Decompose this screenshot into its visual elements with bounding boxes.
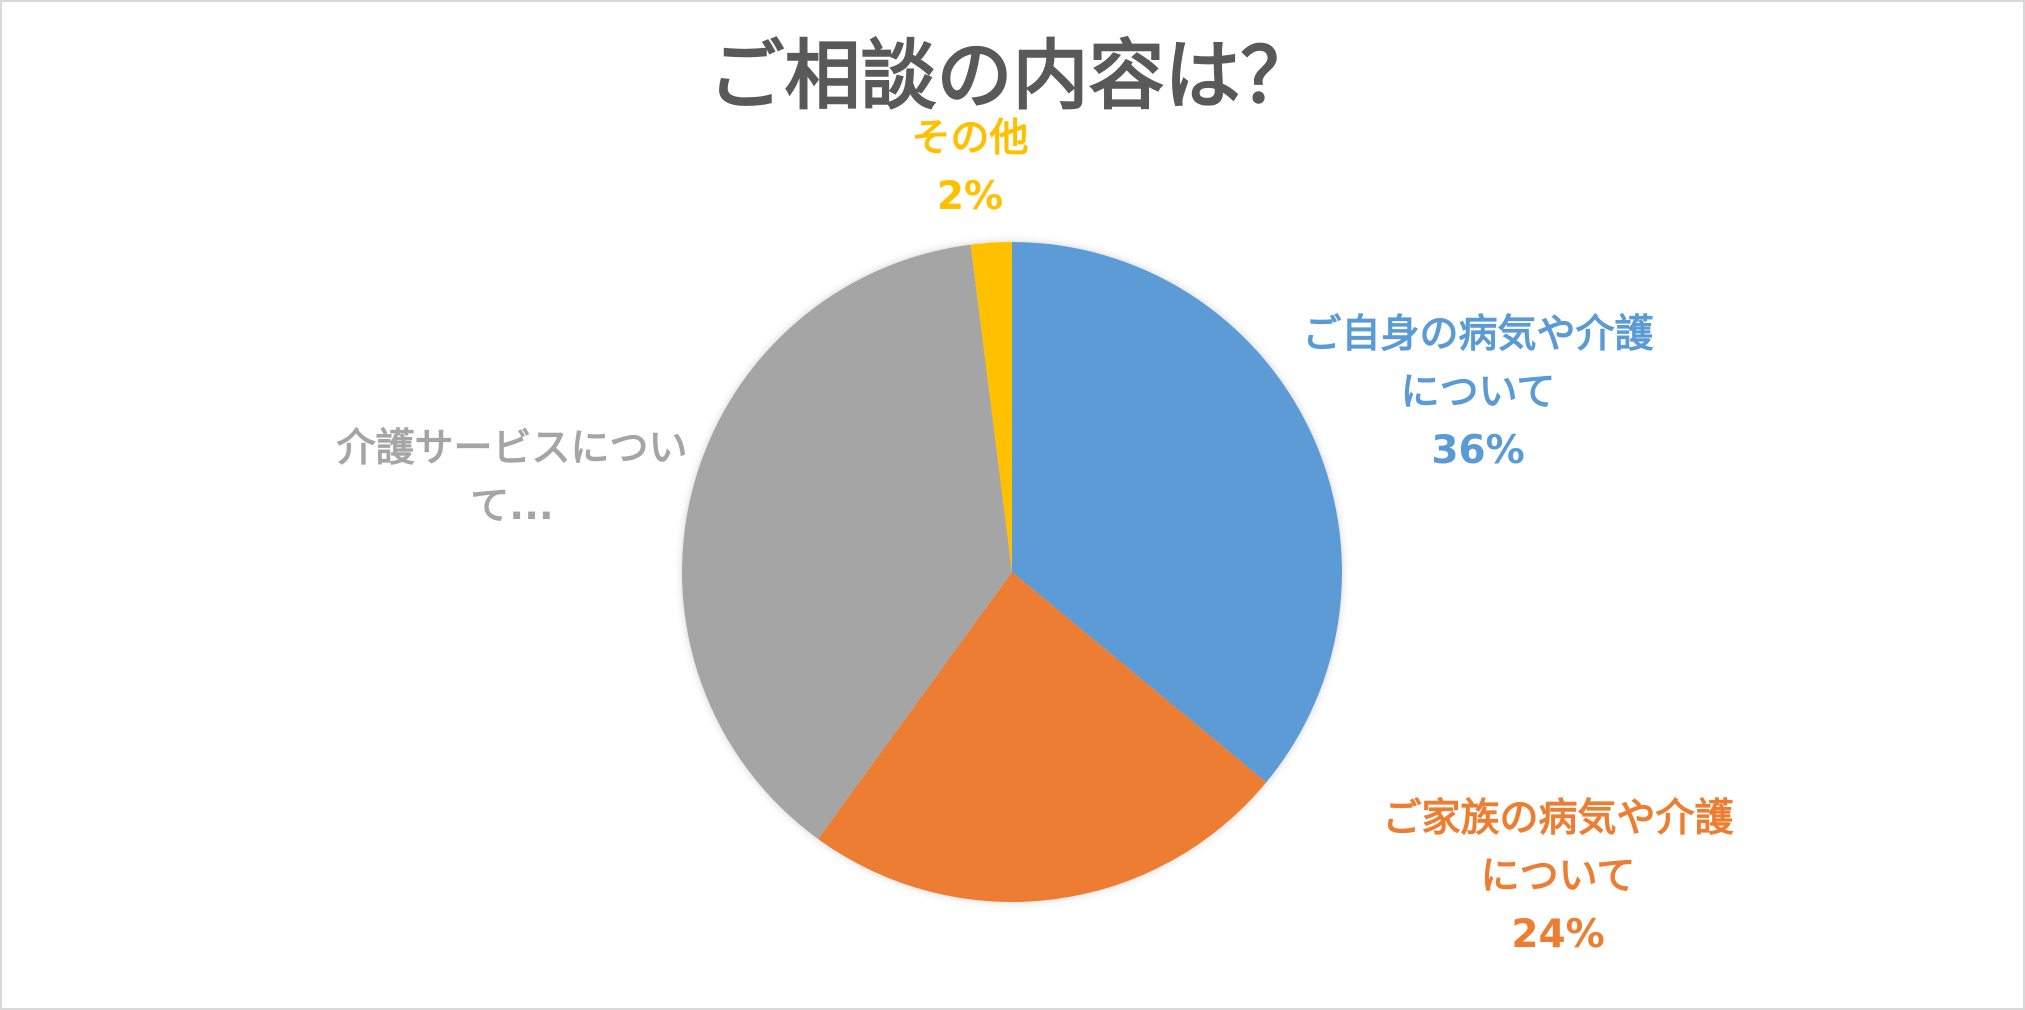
slice-label-line: ご家族の病気や介護 (1382, 796, 1734, 841)
slice-label-line: ご自身の病気や介護 (1302, 312, 1654, 357)
pie-slice-3 (970, 242, 1012, 572)
slice-value-label: 36% (1431, 428, 1525, 473)
slice-label-line: について (1480, 854, 1636, 899)
pie-slice-1 (818, 572, 1267, 903)
slice-value-label: 24% (1511, 912, 1605, 957)
slice-label-2: 介護サービスについ て... (337, 420, 688, 536)
slice-label-0: ご自身の病気や介護 について 36% (1303, 306, 1654, 480)
pie-slice-0 (1012, 242, 1343, 783)
slice-label-line: 介護サービスについ (336, 426, 688, 471)
slice-label-line: について (1400, 370, 1556, 415)
slice-value-label: 2% (936, 174, 1004, 219)
slice-label-line: て... (470, 484, 554, 529)
pie-slice-2 (681, 244, 1012, 839)
chart-title: ご相談の内容は？ (708, 31, 1317, 120)
slice-label-line: その他 (911, 116, 1029, 161)
slice-label-1: ご家族の病気や介護 について 24% (1383, 790, 1734, 964)
slice-label-3: その他 2% (912, 110, 1029, 226)
